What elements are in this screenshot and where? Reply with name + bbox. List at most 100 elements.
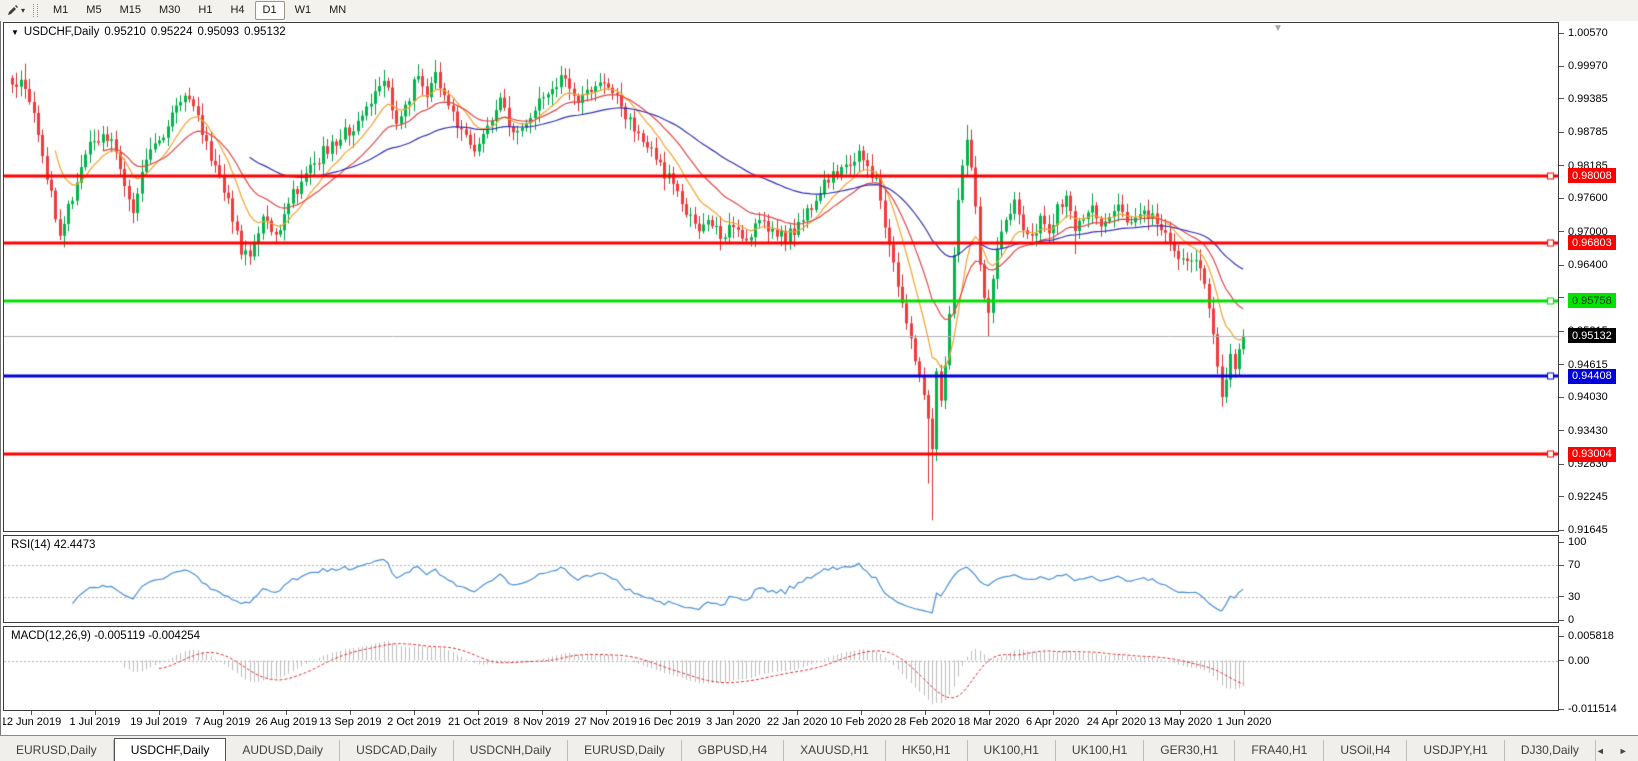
date-tick — [924, 711, 926, 715]
price-tick: 0.94030 — [1559, 390, 1608, 404]
price-scale-axis[interactable]: 1.00570 0.99970 0.99385 0.98785 0.98185 0.976… — [1559, 21, 1638, 735]
current-price-label: 0.95132 — [1568, 328, 1616, 344]
tab-usdjpy-h1[interactable]: USDJPY,H1 — [1407, 740, 1505, 761]
time-scale-axis[interactable]: 12 Jun 2019 1 Jul 2019 19 Jul 2019 7 Aug 20… — [3, 711, 1559, 735]
date-tick — [733, 711, 735, 715]
tabs-holder: EURUSD,Daily USDCHF,Daily AUDUSD,Daily USDC… — [0, 738, 1596, 761]
timeframe-toolbar: ▾ M1 M5 M15 M30 H1 H4 D1 W1 MN — [0, 0, 1638, 22]
chart-header: ▼ USDCHF,Daily 0.95210 0.95224 0.95093 0… — [11, 26, 286, 38]
tab-scroll-right-icon[interactable]: ► — [1618, 746, 1628, 756]
tab-hk50-h1[interactable]: HK50,H1 — [886, 740, 968, 761]
date-label: 21 Oct 2019 — [447, 716, 508, 728]
timeframe-button-m30[interactable]: M30 — [158, 4, 181, 16]
price-tick: 0.99970 — [1559, 59, 1608, 73]
date-tick — [1052, 711, 1054, 715]
timeframe-button-mn[interactable]: MN — [329, 4, 347, 16]
timeframe-button-d1[interactable]: D1 — [254, 1, 285, 20]
tab-usdchf-daily[interactable]: USDCHF,Daily — [113, 738, 227, 761]
macd-scale-tick: 0.005818 — [1559, 629, 1614, 643]
tab-uk100-h1[interactable]: UK100,H1 — [968, 740, 1056, 761]
hline-price-label: 0.95758 — [1568, 293, 1616, 309]
toolbar-grip — [33, 4, 39, 17]
tab-gbpusd-h4[interactable]: GBPUSD,H4 — [682, 740, 785, 761]
macd-scale-tick: -0.011514 — [1559, 702, 1617, 716]
date-tick — [286, 711, 288, 715]
date-label: 2 Oct 2019 — [387, 716, 442, 728]
price-tick: 0.91645 — [1559, 523, 1608, 537]
tab-fra40-h1[interactable]: FRA40,H1 — [1235, 740, 1325, 761]
date-label: 8 Nov 2019 — [513, 716, 570, 728]
tab-eurusd-daily[interactable]: EURUSD,Daily — [568, 740, 682, 761]
price-tick: 0.98785 — [1559, 125, 1608, 139]
date-label: 12 Jun 2019 — [3, 716, 62, 728]
date-tick — [222, 711, 224, 715]
ohlc-close: 0.95132 — [244, 26, 286, 38]
timeframe-buttons: M1 M5 M15 M30 H1 H4 D1 W1 MN — [44, 1, 355, 20]
date-label: 13 Sep 2019 — [319, 716, 382, 728]
timeframe-button-m5[interactable]: M5 — [86, 4, 102, 16]
date-tick — [158, 711, 160, 715]
rsi-scale-tick: 30 — [1559, 590, 1580, 604]
tab-xauusd-h1[interactable]: XAUUSD,H1 — [784, 740, 886, 761]
tab-ger30-h1[interactable]: GER30,H1 — [1144, 740, 1236, 761]
date-label: 19 Jul 2019 — [130, 716, 188, 728]
date-tick — [797, 711, 799, 715]
chart-shift-marker-icon[interactable]: ▼ — [1273, 23, 1283, 34]
hline-price-label: 0.94408 — [1568, 368, 1616, 384]
pencil-icon — [6, 4, 19, 17]
date-label: 10 Feb 2020 — [830, 716, 892, 728]
hline-price-label: 0.98008 — [1568, 168, 1616, 184]
tab-usoil-h4[interactable]: USOil,H4 — [1324, 740, 1408, 761]
price-tick: 0.99385 — [1559, 92, 1608, 106]
date-label: 24 Apr 2020 — [1086, 716, 1147, 728]
date-tick — [1116, 711, 1118, 715]
rsi-indicator-pane[interactable]: RSI(14) 42.4473 — [3, 535, 1559, 623]
date-label: 6 Apr 2020 — [1025, 716, 1080, 728]
date-tick — [94, 711, 96, 715]
price-tick: 0.92245 — [1559, 490, 1608, 504]
tab-eurusd-daily[interactable]: EURUSD,Daily — [0, 740, 114, 761]
rsi-scale-tick: 0 — [1559, 613, 1574, 627]
price-tick: 0.97600 — [1559, 191, 1608, 205]
macd-canvas[interactable] — [4, 627, 1558, 710]
date-tick — [605, 711, 607, 715]
price-tick: 1.00570 — [1559, 26, 1608, 40]
tab-usdcad-daily[interactable]: USDCAD,Daily — [340, 740, 454, 761]
rsi-canvas[interactable] — [4, 536, 1558, 622]
chart-tabs-bar: EURUSD,Daily USDCHF,Daily AUDUSD,Daily USDC… — [0, 735, 1638, 761]
macd-indicator-pane[interactable]: MACD(12,26,9) -0.005119 -0.004254 — [3, 626, 1559, 711]
price-chart-pane[interactable]: ▼ USDCHF,Daily 0.95210 0.95224 0.95093 0… — [3, 22, 1559, 532]
chevron-down-icon: ▾ — [21, 5, 26, 15]
price-tick: 0.97000 — [1559, 225, 1608, 239]
macd-scale-tick: 0.00 — [1559, 654, 1589, 668]
date-label: 27 Nov 2019 — [574, 716, 637, 728]
price-tick: 0.96400 — [1559, 258, 1608, 272]
candlestick-canvas[interactable] — [4, 23, 1558, 531]
tab-dj30-daily[interactable]: DJ30,Daily — [1505, 740, 1596, 761]
date-tick — [414, 711, 416, 715]
date-label: 18 Mar 2020 — [957, 716, 1020, 728]
timeframe-button-h4[interactable]: H4 — [230, 4, 245, 16]
macd-label: MACD(12,26,9) -0.005119 -0.004254 — [11, 630, 201, 642]
tab-scroll-left-icon[interactable]: ◄ — [1595, 746, 1605, 756]
ohlc-low: 0.95093 — [197, 26, 240, 38]
draw-tool-button[interactable]: ▾ — [0, 0, 31, 21]
date-label: 16 Dec 2019 — [638, 716, 701, 728]
date-tick — [477, 711, 479, 715]
timeframe-button-m15[interactable]: M15 — [119, 4, 141, 16]
date-label: 1 Jun 2020 — [1216, 716, 1272, 728]
ohlc-high: 0.95224 — [150, 26, 193, 38]
hline-price-label: 0.96803 — [1568, 235, 1616, 251]
date-tick — [988, 711, 990, 715]
ohlc-open: 0.95210 — [104, 26, 146, 38]
chart-context-arrow-icon[interactable]: ▼ — [11, 27, 19, 37]
tab-uk100-h1[interactable]: UK100,H1 — [1056, 740, 1145, 761]
tab-audusd-daily[interactable]: AUDUSD,Daily — [226, 740, 341, 761]
rsi-scale-tick: 70 — [1559, 558, 1580, 572]
date-tick — [350, 711, 352, 715]
timeframe-button-m1[interactable]: M1 — [53, 4, 69, 16]
tab-usdcnh-daily[interactable]: USDCNH,Daily — [454, 740, 569, 761]
timeframe-button-w1[interactable]: W1 — [294, 4, 312, 16]
timeframe-button-h1[interactable]: H1 — [198, 4, 213, 16]
rsi-scale-tick: 100 — [1559, 535, 1586, 549]
